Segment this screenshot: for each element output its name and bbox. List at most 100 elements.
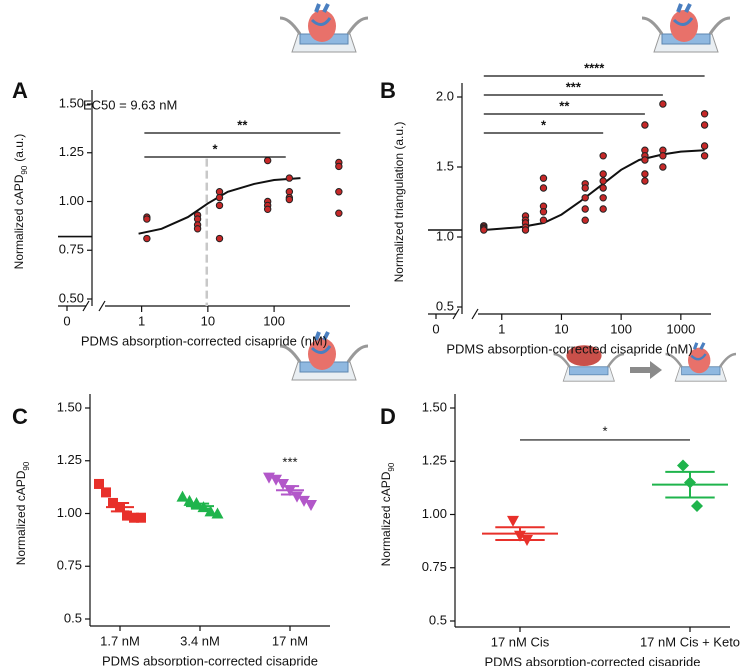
point xyxy=(94,478,104,489)
x-tick-label: 10 xyxy=(201,313,215,328)
y-axis-title-text: Normalized cAPD xyxy=(14,470,28,565)
point xyxy=(641,121,649,129)
point xyxy=(215,234,224,243)
point xyxy=(700,110,709,118)
x-tick-label: 3.4 nM xyxy=(180,633,220,648)
axis-break xyxy=(452,308,460,320)
x-tick-label: 17 nM Cis xyxy=(491,634,550,649)
y-axis-title-text: Normalized triangulation (a.u.) xyxy=(392,122,406,283)
point xyxy=(700,121,709,129)
y-axis-title: Normalized cAPD90 (a.u.) xyxy=(12,134,28,270)
y-tick-label: 0.75 xyxy=(57,558,82,573)
point xyxy=(143,215,151,223)
point xyxy=(641,170,649,178)
significance-label: *** xyxy=(282,454,297,469)
y-axis-title-unit: (a.u.) xyxy=(12,134,26,162)
point xyxy=(599,194,607,202)
y-tick-label: 1.00 xyxy=(57,505,82,520)
point xyxy=(193,225,202,233)
point xyxy=(700,142,709,150)
point xyxy=(285,174,294,182)
point xyxy=(335,188,343,196)
x-tick-label: 10 xyxy=(554,321,568,336)
point xyxy=(507,515,519,527)
y-axis-title-text: Normalized cAPD xyxy=(379,471,393,566)
point xyxy=(581,184,589,192)
point xyxy=(599,205,607,213)
y-tick-label: 2.0 xyxy=(436,88,454,103)
x-axis-title: PDMS absorption-corrected cisapride xyxy=(102,653,318,666)
y-tick-label: 1.00 xyxy=(422,506,447,521)
point xyxy=(581,205,589,213)
point xyxy=(136,512,146,523)
y-axis-title: Normalized triangulation (a.u.) xyxy=(392,122,406,283)
point xyxy=(641,156,649,164)
icon-chip-liver xyxy=(552,345,626,383)
point xyxy=(700,152,709,160)
y-axis-title: Normalized cAPD90 xyxy=(14,461,30,565)
point xyxy=(641,177,649,185)
point xyxy=(539,208,548,216)
x-axis-title: PDMS absorption-corrected cisapride (nM) xyxy=(81,333,327,348)
x-tick-label: 100 xyxy=(610,321,632,336)
point xyxy=(122,510,132,521)
point xyxy=(263,205,272,214)
y-axis-title-sub: 90 xyxy=(22,461,31,470)
point xyxy=(298,495,310,507)
x-tick-label: 1 xyxy=(138,313,145,328)
y-tick-label: 0.75 xyxy=(59,242,84,257)
panel-label: A xyxy=(12,78,28,103)
point xyxy=(143,234,151,243)
point xyxy=(263,156,272,165)
point xyxy=(539,174,548,182)
y-tick-label: 1.50 xyxy=(422,399,447,414)
y-tick-label: 0.50 xyxy=(59,290,84,305)
y-tick-label: 0.5 xyxy=(429,612,447,627)
point xyxy=(285,195,294,204)
significance-label: ** xyxy=(559,98,570,113)
y-axis-title: Normalized cAPD90 xyxy=(379,462,395,566)
point xyxy=(129,512,139,523)
icon-chip-heart xyxy=(278,2,370,54)
y-tick-label: 0.5 xyxy=(436,298,454,313)
point xyxy=(581,216,589,224)
point xyxy=(215,193,224,202)
point xyxy=(521,226,530,234)
axis-break xyxy=(98,300,106,312)
axis-break xyxy=(471,308,479,320)
y-tick-label: 1.25 xyxy=(57,452,82,467)
y-tick-label: 0.75 xyxy=(422,559,447,574)
y-tick-label: 1.50 xyxy=(59,95,84,110)
point xyxy=(659,100,667,108)
point xyxy=(335,209,343,217)
icon-chip-heart xyxy=(640,2,732,54)
x-tick-label: 1.7 nM xyxy=(100,633,140,648)
y-tick-label: 1.25 xyxy=(59,144,84,159)
point xyxy=(539,184,548,192)
arrow-icon xyxy=(630,361,662,379)
annotation: EC50 = 9.63 nM xyxy=(83,97,177,112)
point xyxy=(204,505,217,517)
significance-label: *** xyxy=(566,79,582,94)
point xyxy=(677,459,689,472)
y-tick-label: 1.0 xyxy=(436,228,454,243)
point xyxy=(335,162,343,171)
y-tick-label: 0.5 xyxy=(64,610,82,625)
x-axis-title: PDMS absorption-corrected cisapride xyxy=(484,654,700,666)
point xyxy=(480,226,488,234)
y-tick-label: 1.00 xyxy=(59,193,84,208)
panel-label: D xyxy=(380,404,396,429)
x-tick-label: 17 nM xyxy=(272,633,308,648)
y-axis-title-text: Normalized cAPD xyxy=(12,174,26,269)
point xyxy=(211,507,224,519)
x-tick-label: 0 xyxy=(432,321,439,336)
point xyxy=(581,194,589,202)
x-tick-label: 100 xyxy=(263,313,285,328)
point xyxy=(659,163,667,171)
panel-label: C xyxy=(12,404,28,429)
significance-label: * xyxy=(602,423,607,438)
y-axis-title-sub: 90 xyxy=(387,462,396,471)
significance-label: * xyxy=(541,117,547,132)
x-axis-title: PDMS absorption-corrected cisapride (nM) xyxy=(446,341,692,356)
